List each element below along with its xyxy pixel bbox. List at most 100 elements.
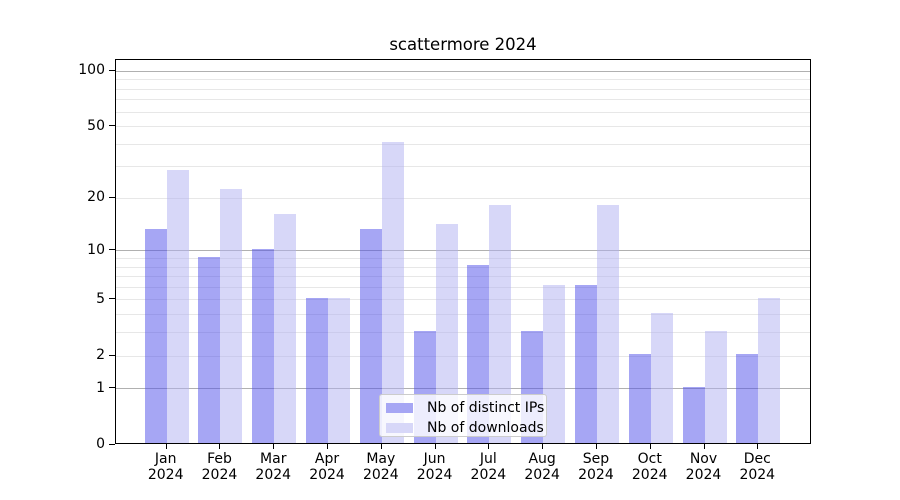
gridline-minor: [116, 276, 810, 278]
gridline-minor: [116, 99, 810, 101]
x-tick-label-year: 2024: [739, 466, 776, 483]
y-tick-label: 20: [87, 189, 105, 206]
x-tick: [380, 444, 382, 449]
x-tick-label-month: Feb: [207, 451, 232, 467]
y-tick: [109, 443, 115, 445]
gridline-minor: [116, 299, 810, 301]
bar-distinct-ips-may: [359, 229, 382, 443]
x-tick: [327, 444, 329, 449]
x-tick-label-year: 2024: [362, 466, 399, 483]
x-tick-label-month: Apr: [314, 451, 340, 467]
bar-distinct-ips-jan: [144, 229, 167, 443]
gridline-minor: [116, 355, 810, 357]
y-tick: [109, 354, 115, 356]
x-tick-label-year: 2024: [685, 466, 722, 483]
x-tick-label: Oct 2024: [618, 451, 682, 483]
y-tick: [109, 196, 115, 198]
gridline-minor: [116, 332, 810, 334]
bar-downloads-apr: [328, 297, 351, 443]
x-tick-label-year: 2024: [309, 466, 345, 483]
y-tick-label: 5: [96, 290, 105, 307]
legend-label-downloads: Nb of downloads: [427, 420, 544, 436]
x-tick-label: Feb 2024: [187, 451, 251, 483]
x-tick-label: May 2024: [349, 451, 413, 483]
gridline-minor: [116, 258, 810, 259]
bar-distinct-ips-mar: [252, 248, 275, 443]
x-tick: [542, 444, 544, 449]
y-tick-label: 0: [96, 436, 105, 452]
bar-distinct-ips-nov: [682, 386, 705, 443]
bar-downloads-jan: [166, 170, 189, 443]
gridline-minor: [116, 166, 810, 168]
x-tick-label-year: 2024: [578, 466, 614, 483]
legend-swatch-distinct-ips: [386, 403, 413, 413]
y-tick-label: 1: [96, 379, 105, 396]
x-tick-label-month: Mar: [260, 451, 287, 467]
x-tick: [165, 444, 167, 449]
x-tick-label-month: Aug: [528, 451, 556, 467]
x-tick: [595, 444, 597, 449]
legend: Nb of distinct IPs Nb of downloads: [379, 394, 547, 437]
gridline-minor: [116, 286, 810, 288]
gridline-major: [116, 388, 810, 390]
gridline-minor: [116, 126, 810, 128]
gridline-minor: [116, 88, 810, 90]
x-tick-label: Jul 2024: [456, 451, 520, 483]
legend-label-distinct-ips: Nb of distinct IPs: [427, 400, 545, 416]
x-tick-label-month: Nov: [689, 451, 718, 467]
x-tick-label-year: 2024: [631, 466, 668, 483]
x-tick-label-year: 2024: [147, 466, 184, 483]
x-tick: [488, 444, 490, 449]
x-tick-label: Apr 2024: [295, 451, 359, 483]
bar-distinct-ips-oct: [628, 354, 651, 443]
plot-area: Nb of distinct IPs Nb of downloads: [115, 59, 811, 444]
x-tick: [219, 444, 221, 449]
y-tick-label: 2: [96, 347, 105, 364]
y-tick-label: 50: [87, 117, 105, 134]
bar-distinct-ips-apr: [306, 297, 329, 443]
x-tick: [703, 444, 705, 449]
bar-downloads-dec: [758, 297, 781, 443]
x-tick-label-month: Dec: [743, 451, 771, 467]
x-tick-label-month: Oct: [637, 451, 662, 467]
x-tick-label-month: May: [366, 451, 396, 467]
bar-downloads-jul: [489, 204, 512, 443]
y-tick: [109, 387, 115, 389]
x-tick: [434, 444, 436, 449]
x-tick-label: Sep 2024: [564, 451, 628, 483]
gridline-minor: [116, 79, 810, 81]
y-tick: [109, 249, 115, 251]
bar-downloads-aug: [543, 285, 566, 443]
y-tick-label: 10: [87, 241, 105, 258]
bar-distinct-ips-dec: [736, 354, 759, 443]
bar-downloads-jun: [435, 223, 458, 443]
bar-downloads-feb: [220, 189, 243, 443]
x-tick-label-year: 2024: [201, 466, 238, 483]
x-tick: [649, 444, 651, 449]
legend-item-downloads: Nb of downloads: [380, 418, 546, 438]
y-tick: [109, 69, 115, 71]
gridline-minor: [116, 143, 810, 145]
x-tick-label: Jan 2024: [134, 451, 198, 483]
x-tick: [273, 444, 275, 449]
x-tick-label-year: 2024: [416, 466, 453, 483]
x-tick-label-year: 2024: [255, 466, 292, 483]
gridline-minor: [116, 197, 810, 199]
x-tick-label-month: Sep: [582, 451, 610, 467]
x-tick-label-year: 2024: [470, 466, 507, 483]
y-tick: [109, 125, 115, 127]
y-tick-label: 100: [78, 62, 105, 79]
gridline-minor: [116, 111, 810, 113]
chart-title: scattermore 2024: [389, 35, 537, 54]
x-tick-label: Aug 2024: [510, 451, 574, 483]
legend-item-distinct-ips: Nb of distinct IPs: [380, 398, 546, 418]
x-tick-label-month: Jan: [154, 451, 177, 467]
x-tick-label-year: 2024: [524, 466, 560, 483]
bar-downloads-may: [381, 142, 404, 443]
x-tick: [757, 444, 759, 449]
x-tick-label: Jun 2024: [403, 451, 467, 483]
bar-downloads-oct: [650, 312, 673, 443]
legend-swatch-downloads: [386, 423, 413, 433]
x-tick-label: Mar 2024: [241, 451, 305, 483]
bar-distinct-ips-sep: [574, 285, 597, 443]
